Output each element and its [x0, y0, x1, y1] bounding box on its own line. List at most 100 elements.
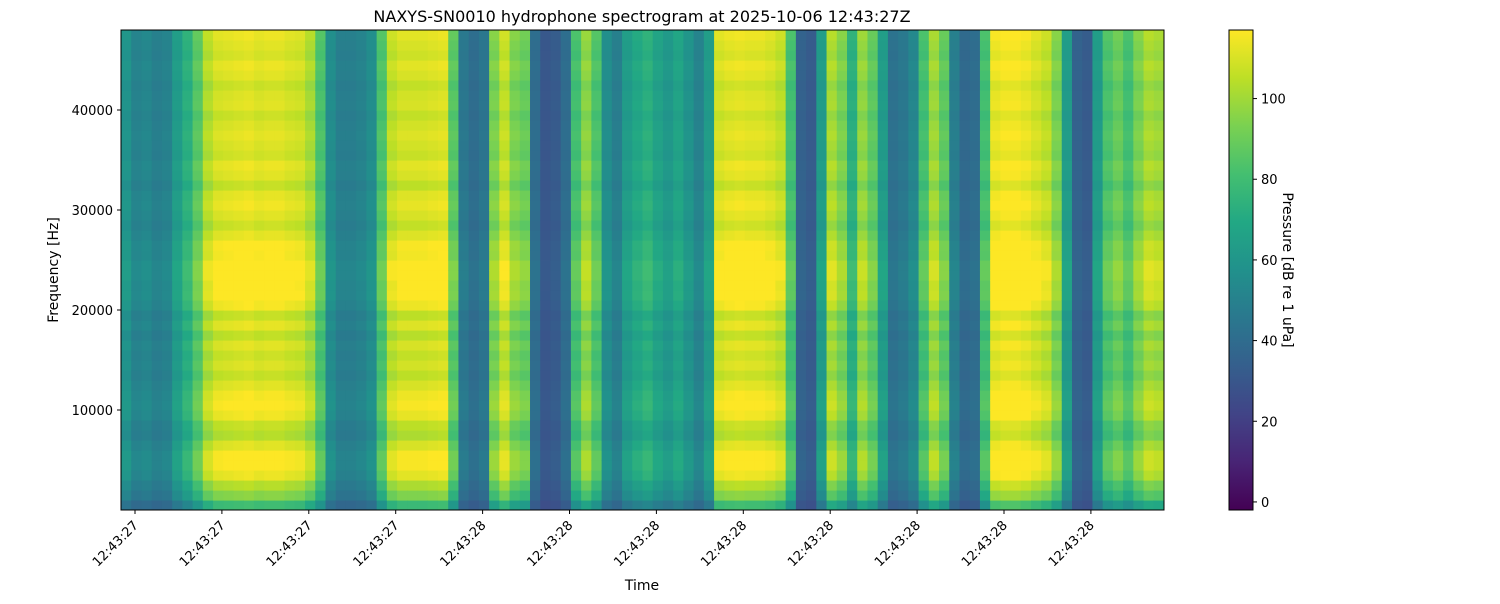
heatmap-cell: [632, 60, 644, 71]
heatmap-cell: [315, 60, 327, 71]
heatmap-cell: [509, 290, 521, 301]
heatmap-cell: [959, 110, 971, 121]
heatmap-cell: [530, 230, 541, 241]
heatmap-cell: [939, 290, 950, 301]
heatmap-cell: [601, 480, 613, 491]
heatmap-cell: [673, 220, 685, 231]
heatmap-cell: [959, 330, 971, 341]
heatmap-cell: [1123, 440, 1134, 451]
heatmap-cell: [1112, 410, 1124, 421]
heatmap-cell: [131, 190, 143, 201]
heatmap-cell: [591, 290, 603, 301]
heatmap-cell: [611, 420, 623, 431]
heatmap-cell: [1061, 60, 1073, 71]
heatmap-cell: [356, 450, 368, 461]
heatmap-cell: [519, 90, 531, 101]
heatmap-cell: [632, 460, 644, 471]
heatmap-cell: [1143, 380, 1155, 391]
heatmap-cell: [1112, 100, 1124, 111]
heatmap-cell: [765, 80, 777, 91]
heatmap-cell: [908, 120, 920, 131]
heatmap-cell: [386, 180, 398, 191]
heatmap-cell: [294, 500, 306, 510]
heatmap-cell: [877, 390, 889, 401]
heatmap-cell: [867, 270, 879, 281]
heatmap-cell: [714, 430, 725, 441]
heatmap-cell: [325, 240, 337, 251]
heatmap-cell: [949, 340, 961, 351]
heatmap-cell: [131, 240, 143, 251]
heatmap-cell: [366, 430, 378, 441]
heatmap-cell: [1010, 430, 1022, 441]
heatmap-cell: [724, 260, 736, 271]
heatmap-cell: [734, 300, 746, 311]
heatmap-cell: [397, 450, 408, 461]
heatmap-cell: [407, 130, 419, 141]
heatmap-cell: [601, 200, 613, 211]
heatmap-cell: [560, 130, 572, 141]
heatmap-cell: [427, 310, 439, 321]
heatmap-cell: [795, 420, 807, 431]
heatmap-cell: [172, 240, 183, 251]
heatmap-cell: [959, 230, 971, 241]
heatmap-cell: [836, 140, 848, 151]
heatmap-cell: [714, 320, 725, 331]
heatmap-cell: [662, 330, 674, 341]
heatmap-cell: [1153, 330, 1164, 341]
heatmap-cell: [662, 110, 674, 121]
heatmap-cell: [887, 330, 899, 341]
heatmap-cell: [1143, 90, 1155, 101]
heatmap-cell: [601, 90, 613, 101]
heatmap-cell: [652, 440, 664, 451]
heatmap-cell: [754, 210, 766, 221]
heatmap-cell: [949, 210, 961, 221]
heatmap-cell: [734, 230, 746, 241]
heatmap-cell: [826, 240, 838, 251]
heatmap-cell: [274, 280, 286, 291]
heatmap-cell: [652, 90, 664, 101]
heatmap-cell: [877, 100, 889, 111]
heatmap-cell: [1102, 150, 1114, 161]
heatmap-cell: [857, 310, 869, 321]
heatmap-cell: [714, 310, 725, 321]
heatmap-cell: [1112, 240, 1124, 251]
heatmap-cell: [673, 410, 685, 421]
heatmap-cell: [161, 80, 173, 91]
heatmap-cell: [509, 300, 521, 311]
heatmap-cell: [969, 390, 981, 401]
heatmap-cell: [754, 70, 766, 81]
heatmap-cell: [550, 280, 562, 291]
heatmap-cell: [417, 450, 429, 461]
heatmap-cell: [1051, 270, 1063, 281]
heatmap-cell: [1102, 300, 1114, 311]
heatmap-cell: [253, 340, 265, 351]
heatmap-cell: [806, 170, 817, 181]
heatmap-cell: [826, 180, 838, 191]
heatmap-cell: [1061, 350, 1073, 361]
heatmap-cell: [499, 210, 511, 221]
heatmap-cell: [990, 90, 1001, 101]
heatmap-cell: [765, 380, 777, 391]
heatmap-cell: [1031, 460, 1042, 471]
heatmap-cell: [959, 410, 971, 421]
heatmap-cell: [560, 190, 572, 201]
heatmap-cell: [161, 400, 173, 411]
heatmap-cell: [223, 110, 235, 121]
heatmap-cell: [887, 430, 899, 441]
heatmap-cell: [601, 50, 613, 61]
heatmap-cell: [560, 290, 572, 301]
heatmap-cell: [683, 130, 695, 141]
heatmap-cell: [417, 60, 429, 71]
heatmap-cell: [386, 50, 398, 61]
heatmap-cell: [560, 50, 572, 61]
heatmap-cell: [662, 230, 674, 241]
heatmap-cell: [959, 460, 971, 471]
heatmap-cell: [1010, 280, 1022, 291]
heatmap-cell: [857, 430, 869, 441]
heatmap-cell: [315, 390, 327, 401]
heatmap-cell: [121, 200, 132, 211]
heatmap-cell: [611, 500, 623, 510]
heatmap-cell: [489, 310, 500, 321]
heatmap-cell: [499, 240, 511, 251]
heatmap-cell: [847, 450, 858, 461]
